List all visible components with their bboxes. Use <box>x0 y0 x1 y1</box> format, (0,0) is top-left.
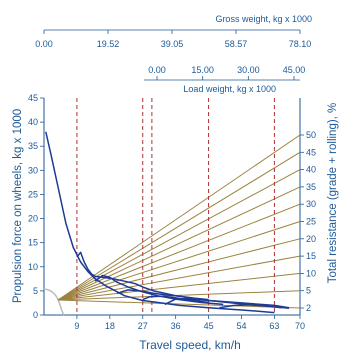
y-tick-label: 10 <box>28 262 38 272</box>
gear-shift-lines <box>76 98 275 315</box>
resistance-line <box>57 203 301 301</box>
resistance-line <box>57 186 301 301</box>
y-tick-label: 40 <box>28 117 38 127</box>
y-axis-title: Propulsion force on wheels, kg x 1000 <box>12 109 24 303</box>
load-tick-label: 45.00 <box>283 65 306 75</box>
y-tick-label: 35 <box>28 141 38 151</box>
rimpull-curve <box>142 295 209 304</box>
gross-tick-label: 58.57 <box>225 39 248 49</box>
y-tick-label: 25 <box>28 189 38 199</box>
resistance-label: 35 <box>306 182 316 192</box>
rimpull-curve <box>94 274 224 306</box>
resistance-line <box>57 221 301 301</box>
load-tick-label: 30.00 <box>237 65 260 75</box>
weight-curve <box>43 288 65 316</box>
rimpull-curve <box>219 304 290 309</box>
rimpull-curves <box>45 131 290 314</box>
y-tick-label: 15 <box>28 238 38 248</box>
gross-tick-label: 78.10 <box>289 39 312 49</box>
x-tick-label: 54 <box>236 321 246 331</box>
gross-tick-label: 0.00 <box>35 39 53 49</box>
y-tick-label: 0 <box>33 310 38 320</box>
resistance-label: 30 <box>306 199 316 209</box>
x-tick-label: 27 <box>138 321 148 331</box>
resistance-label: 20 <box>306 234 316 244</box>
gross-tick-label: 19.52 <box>97 39 120 49</box>
x-tick-label: 70 <box>295 321 305 331</box>
x-axis-title: Travel speed, km/h <box>139 338 241 352</box>
y-tick-label: 20 <box>28 214 38 224</box>
resistance-label: 45 <box>306 147 316 157</box>
resistance-line <box>57 134 301 301</box>
load-weight-ticks: 0.00 15.00 30.00 45.00 <box>148 65 305 80</box>
x-tick-label: 63 <box>269 321 279 331</box>
resistance-line <box>57 299 301 309</box>
resistance-label: 40 <box>306 165 316 175</box>
weight-curve-line <box>43 288 65 316</box>
x-tick-label: 45 <box>204 321 214 331</box>
y-tick-label: 45 <box>28 93 38 103</box>
resistance-label: 2 <box>306 303 311 313</box>
resistance-line <box>57 169 301 301</box>
resistance-line <box>57 272 301 301</box>
load-weight-axis-label: Load weight, kg x 1000 <box>183 84 276 94</box>
axis-ticks: 0 5 10 15 20 25 30 35 40 45 9 18 27 36 45 54 63 70 <box>28 93 305 331</box>
y-tick-label: 30 <box>28 165 38 175</box>
gross-weight-axis-label: Gross weight, kg x 1000 <box>215 14 312 24</box>
x-tick-label: 9 <box>74 321 79 331</box>
gross-tick-label: 39.05 <box>161 39 184 49</box>
resistance-label: 5 <box>306 286 311 296</box>
rimpull-curve <box>116 289 209 301</box>
resistance-line <box>57 151 301 301</box>
rimpull-curve <box>45 131 275 314</box>
load-tick-label: 15.00 <box>191 65 214 75</box>
gross-weight-ticks: 0.00 19.52 39.05 58.57 78.10 <box>35 30 311 49</box>
resistance-line <box>57 255 301 301</box>
x-tick-label: 36 <box>171 321 181 331</box>
load-tick-label: 0.00 <box>148 65 166 75</box>
resistance-line <box>57 290 301 301</box>
resistance-label: 50 <box>306 130 316 140</box>
x-tick-label: 18 <box>105 321 115 331</box>
resistance-line <box>57 238 301 301</box>
resistance-label: 10 <box>306 268 316 278</box>
resistance-label: 15 <box>306 251 316 261</box>
resistance-label: 25 <box>306 217 316 227</box>
y-tick-label: 5 <box>33 286 38 296</box>
y2-axis-title: Total resistance (grade + rolling), % <box>327 103 339 284</box>
